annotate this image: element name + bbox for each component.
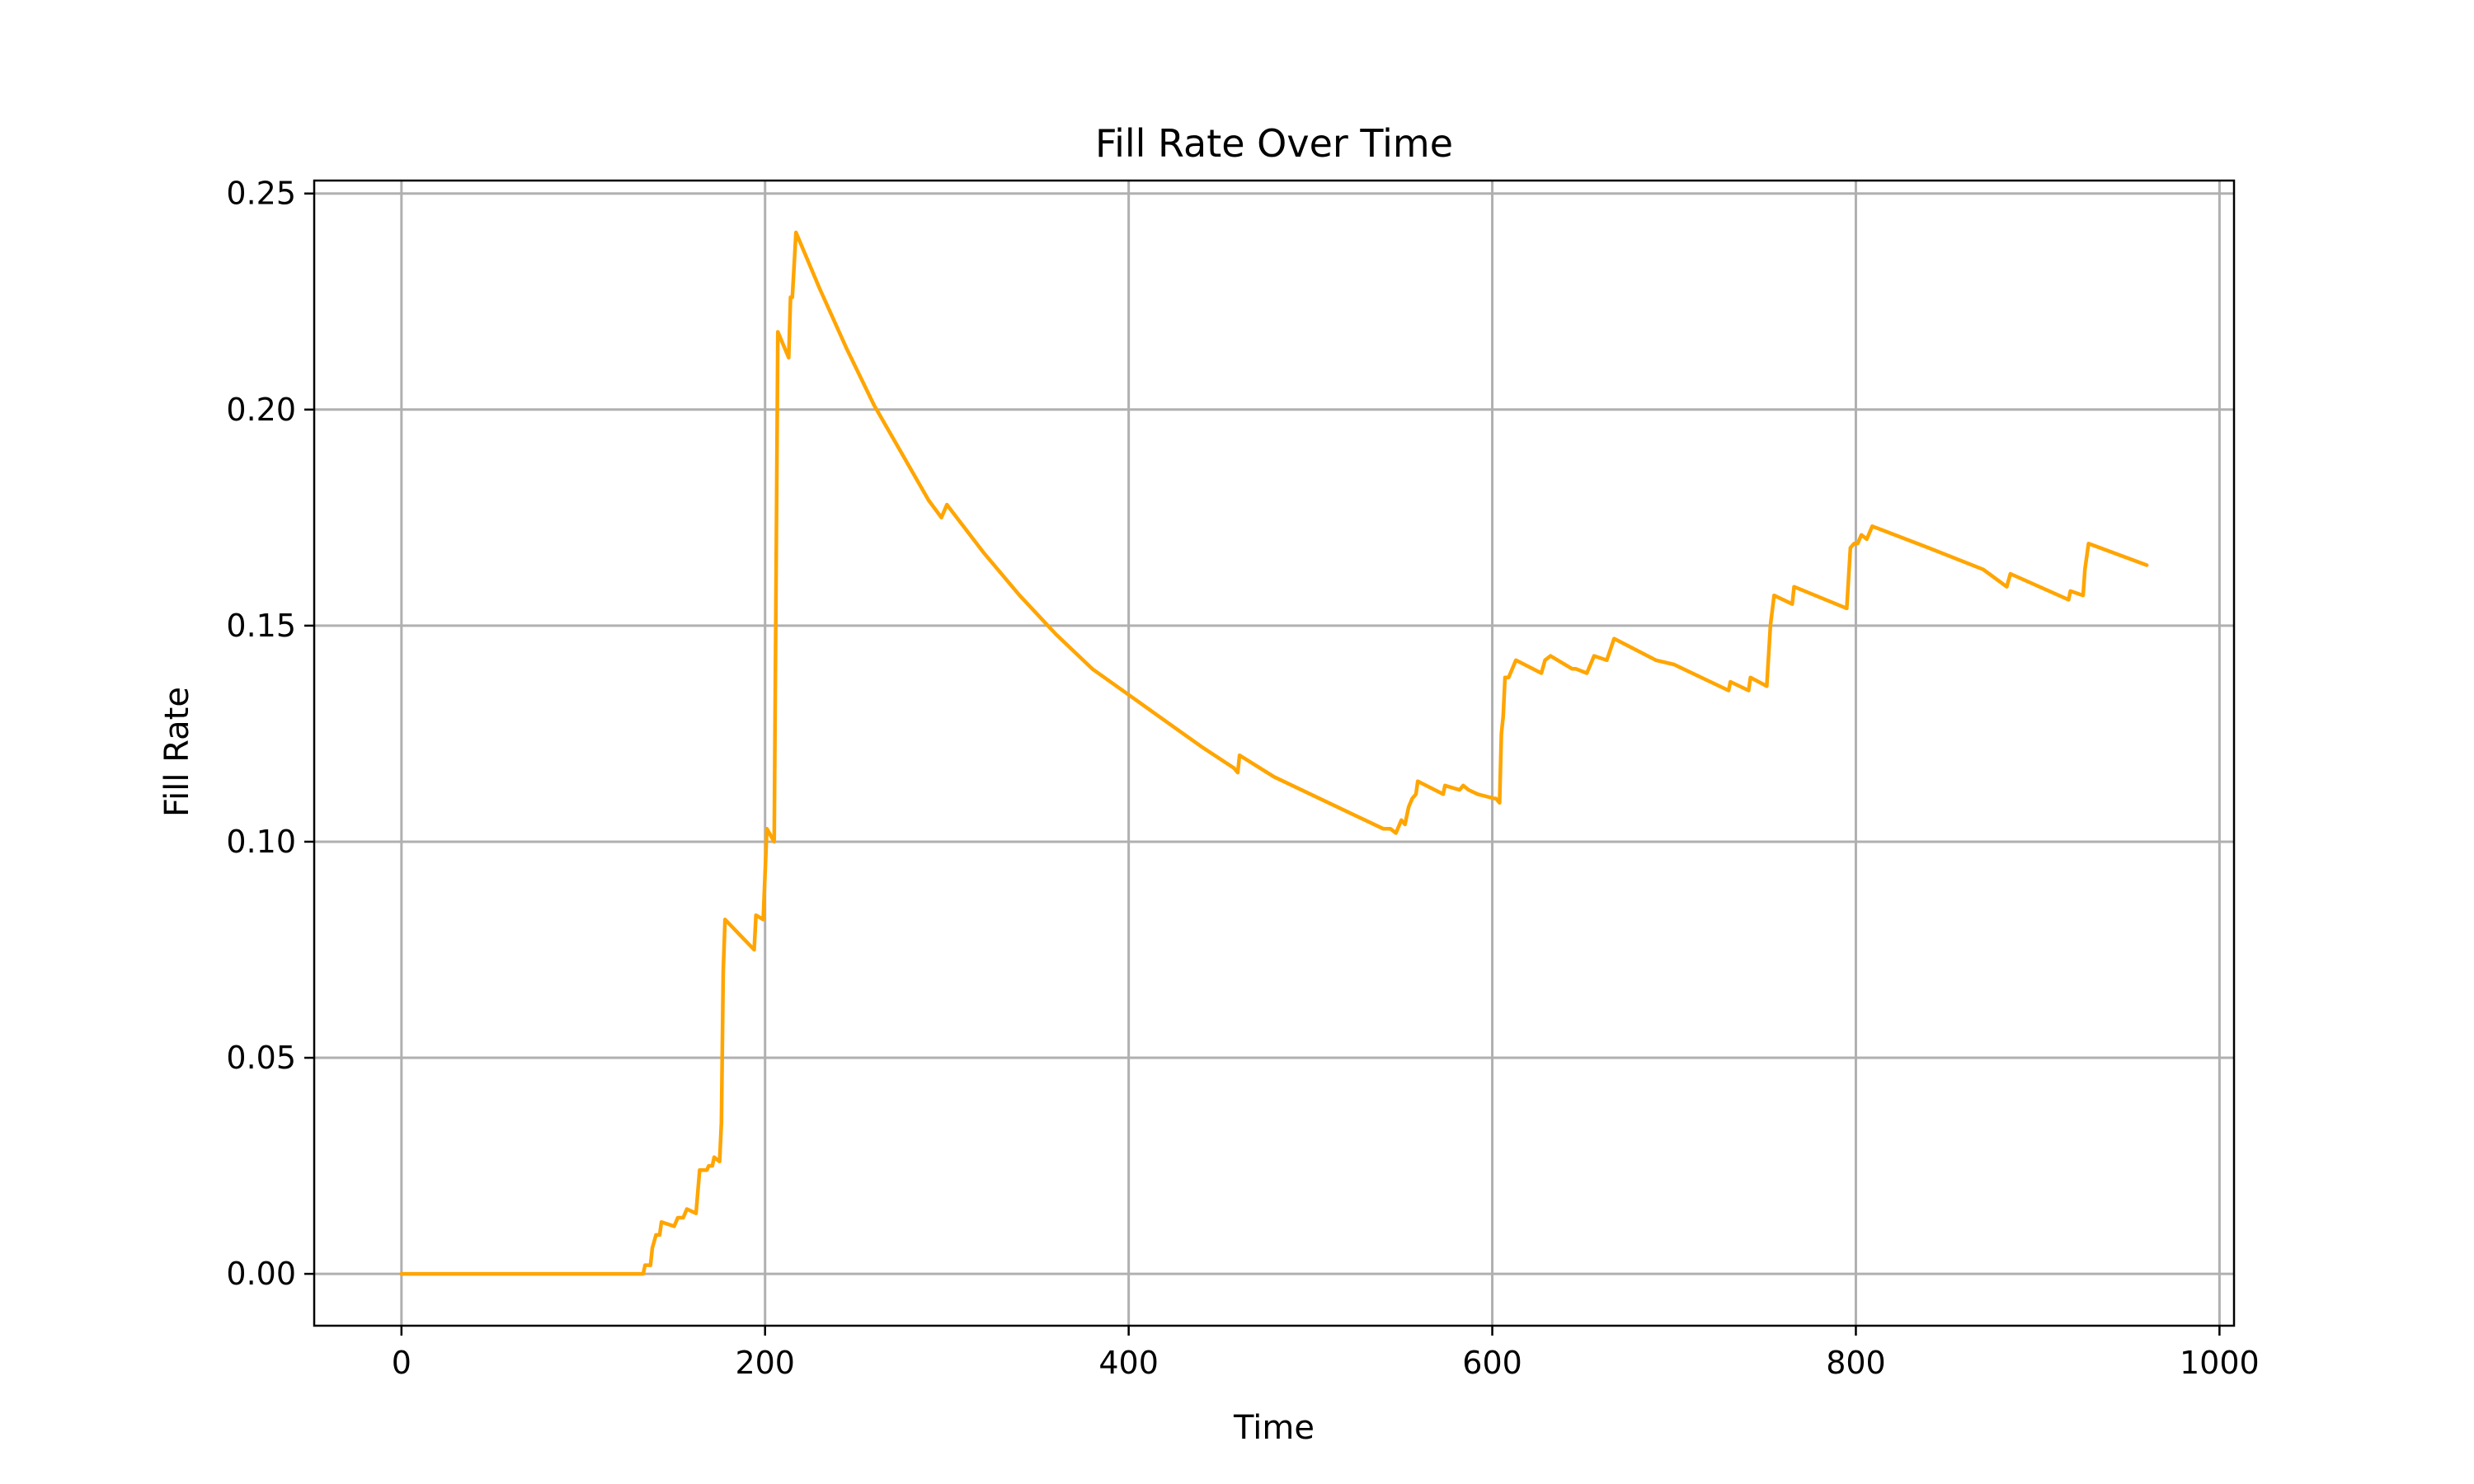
y-tick-label: 0.20 [226,392,296,428]
x-tick-label: 0 [392,1345,412,1381]
plot-frame [313,179,2236,1327]
y-tick-label: 0.05 [226,1040,296,1076]
y-axis-label: Fill Rate [158,687,196,817]
x-tick-label: 400 [1098,1345,1159,1381]
tick-marks [304,192,2221,1336]
series-line-fill-rate [399,230,2149,1276]
y-tick-label: 0.10 [226,824,296,860]
x-tick-label: 200 [735,1345,795,1381]
y-tick-label: 0.00 [226,1256,296,1292]
x-tick-labels: 0 200 400 600 800 1000 [392,1345,2260,1381]
x-axis-label: Time [1233,1409,1315,1447]
y-tick-label: 0.25 [226,176,296,212]
chart-title: Fill Rate Over Time [1095,121,1453,166]
x-tick-label: 1000 [2180,1345,2260,1381]
x-tick-label: 600 [1462,1345,1522,1381]
series-layer [399,230,2149,1276]
y-tick-labels: 0.00 0.05 0.10 0.15 0.20 0.25 [226,176,296,1292]
x-tick-label: 800 [1826,1345,1886,1381]
y-tick-label: 0.15 [226,608,296,644]
